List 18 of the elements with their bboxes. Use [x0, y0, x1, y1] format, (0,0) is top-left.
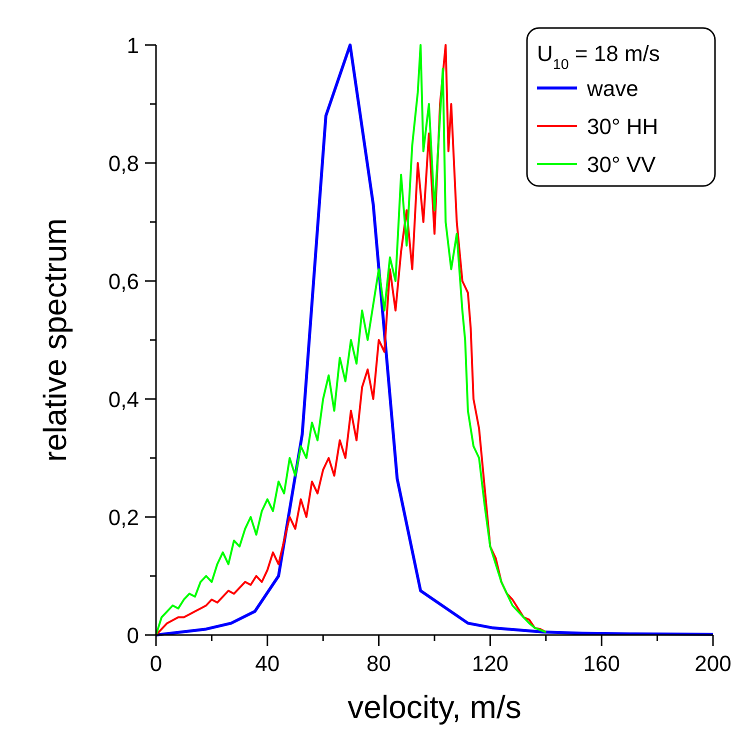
x-tick-label: 120	[472, 651, 509, 676]
legend-label: 30° VV	[587, 152, 656, 177]
x-tick-label: 200	[694, 651, 732, 676]
x-tick-label: 0	[150, 651, 162, 676]
y-tick-label: 0,6	[108, 269, 139, 294]
x-tick-label: 80	[366, 651, 392, 676]
y-tick-label: 0,2	[108, 505, 139, 530]
x-tick-label: 40	[255, 651, 280, 676]
y-tick-label: 0,8	[108, 151, 139, 176]
legend-label: wave	[586, 76, 638, 101]
y-axis-title: relative spectrum	[37, 218, 73, 462]
x-axis-title: velocity, m/s	[348, 689, 522, 725]
y-tick-label: 0	[126, 623, 139, 648]
x-tick-label: 160	[583, 651, 620, 676]
legend-title: U$_{10}$ = 18 m/s	[537, 41, 660, 73]
y-tick-label: 1	[126, 33, 139, 58]
y-tick-label: 0,4	[108, 387, 139, 412]
legend-label: 30° HH	[587, 114, 658, 139]
